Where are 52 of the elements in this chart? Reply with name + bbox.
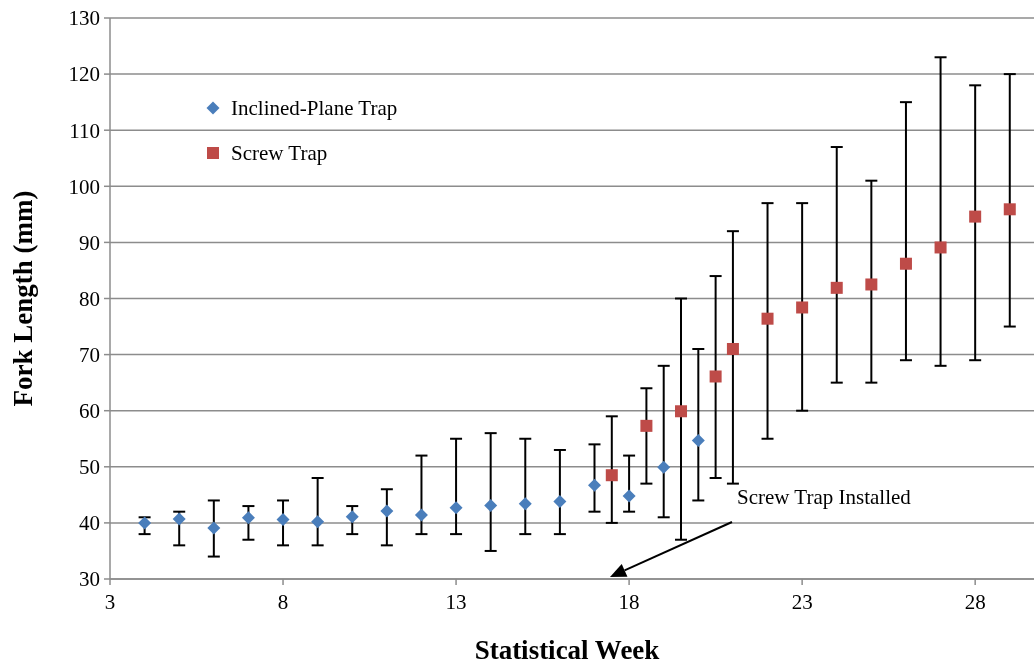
point: [865, 278, 878, 291]
x-axis-title: Statistical Week: [474, 635, 660, 665]
point: [484, 499, 498, 513]
y-axis-title: Fork Length (mm): [8, 190, 38, 407]
point: [796, 301, 809, 314]
point: [276, 513, 290, 527]
point: [899, 257, 912, 270]
legend-label: Screw Trap: [231, 141, 328, 166]
y-tick-label: 120: [68, 62, 100, 87]
y-tick-label: 50: [79, 455, 100, 480]
point: [380, 504, 394, 518]
x-tick-label: 3: [104, 590, 116, 614]
x-tick-label: 28: [964, 590, 986, 614]
point: [969, 210, 982, 223]
point: [207, 521, 221, 535]
point: [449, 501, 463, 515]
point: [587, 478, 601, 492]
y-tick-label: 60: [79, 399, 100, 424]
y-tick-label: 80: [79, 286, 100, 311]
x-tick-label: 8: [277, 590, 289, 614]
point: [934, 241, 947, 254]
point: [657, 460, 671, 474]
point: [311, 515, 325, 529]
point: [172, 512, 186, 526]
point: [1003, 203, 1016, 216]
point: [622, 489, 636, 503]
point: [709, 370, 722, 383]
point: [605, 469, 618, 482]
y-tick-label: 110: [69, 118, 100, 143]
point: [414, 508, 428, 522]
x-tick-label: 23: [791, 590, 813, 614]
point: [241, 511, 255, 525]
point: [553, 495, 567, 509]
point: [640, 419, 653, 432]
legend-label: Inclined-Plane Trap: [231, 96, 398, 121]
point: [726, 342, 739, 355]
y-tick-label: 100: [68, 174, 100, 199]
y-tick-label: 130: [68, 6, 100, 31]
point: [518, 497, 532, 511]
y-tick-label: 40: [79, 511, 100, 536]
x-tick-label: 13: [445, 590, 467, 614]
point: [761, 312, 774, 325]
point: [691, 433, 705, 447]
y-tick-label: 90: [79, 230, 100, 255]
point: [138, 516, 152, 530]
x-tick-label: 18: [618, 590, 640, 614]
y-tick-label: 30: [79, 567, 100, 592]
point: [345, 510, 359, 524]
point: [830, 281, 843, 294]
y-tick-label: 70: [79, 342, 100, 367]
point: [675, 405, 688, 418]
annotation: Screw Trap Installed: [737, 485, 912, 509]
